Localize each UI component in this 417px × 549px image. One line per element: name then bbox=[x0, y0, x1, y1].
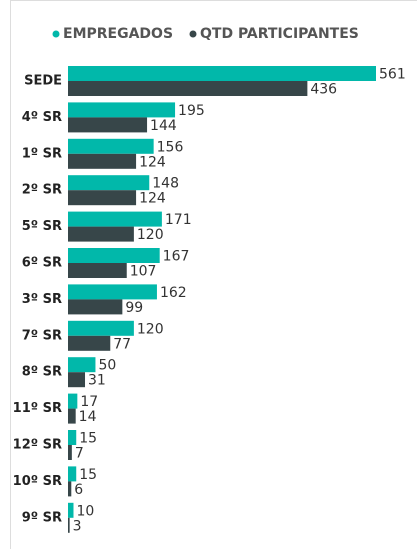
bar bbox=[68, 335, 111, 351]
bar bbox=[68, 517, 70, 533]
value-label: 17 bbox=[80, 394, 98, 410]
category-label: 1º SR bbox=[22, 146, 62, 161]
bar bbox=[68, 320, 134, 336]
bar bbox=[68, 81, 308, 96]
legend-marker bbox=[52, 30, 60, 38]
value-label: 15 bbox=[79, 431, 97, 447]
category-label: 3º SR bbox=[22, 292, 62, 307]
category-label: 11º SR bbox=[13, 401, 62, 416]
value-label: 436 bbox=[310, 82, 337, 98]
value-label: 77 bbox=[113, 336, 131, 352]
bar bbox=[68, 102, 176, 118]
value-label: 124 bbox=[139, 154, 166, 170]
category-label: 8º SR bbox=[22, 365, 62, 380]
bar bbox=[68, 226, 134, 242]
value-label: 120 bbox=[137, 321, 164, 337]
legend-label: EMPREGADOS bbox=[63, 26, 173, 42]
bar bbox=[68, 284, 157, 300]
value-label: 107 bbox=[130, 264, 157, 280]
value-label: 6 bbox=[74, 482, 83, 498]
bar bbox=[68, 481, 72, 497]
category-label: 5º SR bbox=[22, 219, 62, 234]
value-label: 144 bbox=[150, 118, 177, 134]
bar bbox=[68, 138, 154, 154]
legend-label: QTD PARTICIPANTES bbox=[200, 26, 359, 42]
value-label: 561 bbox=[379, 67, 406, 83]
category-label: 6º SR bbox=[22, 256, 62, 271]
value-label: 99 bbox=[125, 300, 143, 316]
bar bbox=[68, 408, 76, 424]
value-label: 10 bbox=[76, 503, 94, 519]
value-label: 15 bbox=[79, 467, 97, 483]
category-label: 10º SR bbox=[13, 474, 62, 489]
bar bbox=[68, 117, 148, 133]
value-label: 148 bbox=[152, 176, 179, 192]
value-label: 3 bbox=[73, 518, 82, 534]
bar bbox=[68, 299, 123, 315]
category-label: 4º SR bbox=[22, 110, 62, 125]
category-label: 7º SR bbox=[22, 328, 62, 343]
value-label: 14 bbox=[79, 409, 97, 425]
category-label: 12º SR bbox=[13, 438, 62, 453]
value-label: 124 bbox=[139, 191, 166, 207]
bar bbox=[68, 445, 72, 460]
value-label: 7 bbox=[75, 446, 84, 462]
bar bbox=[68, 263, 127, 278]
value-label: 31 bbox=[88, 373, 106, 389]
value-label: 167 bbox=[163, 249, 190, 265]
value-label: 162 bbox=[160, 285, 187, 301]
bar bbox=[68, 248, 160, 263]
category-label: 2º SR bbox=[22, 183, 62, 198]
value-label: 50 bbox=[98, 358, 116, 374]
value-label: 156 bbox=[157, 139, 184, 155]
bar bbox=[68, 175, 150, 191]
category-label: SEDE bbox=[24, 74, 62, 89]
bar bbox=[68, 211, 162, 227]
bar bbox=[68, 153, 137, 169]
bar bbox=[68, 66, 376, 81]
category-label: 9º SR bbox=[22, 510, 62, 525]
bar bbox=[68, 430, 77, 445]
value-label: 120 bbox=[137, 227, 164, 243]
panel-border bbox=[10, 0, 417, 549]
bar bbox=[68, 372, 86, 388]
value-label: 171 bbox=[165, 212, 192, 228]
bar bbox=[68, 502, 74, 518]
bar bbox=[68, 466, 77, 482]
value-label: 195 bbox=[178, 103, 205, 119]
bar bbox=[68, 393, 78, 409]
bar bbox=[68, 357, 96, 373]
bar bbox=[68, 190, 137, 206]
legend-marker bbox=[189, 30, 197, 38]
